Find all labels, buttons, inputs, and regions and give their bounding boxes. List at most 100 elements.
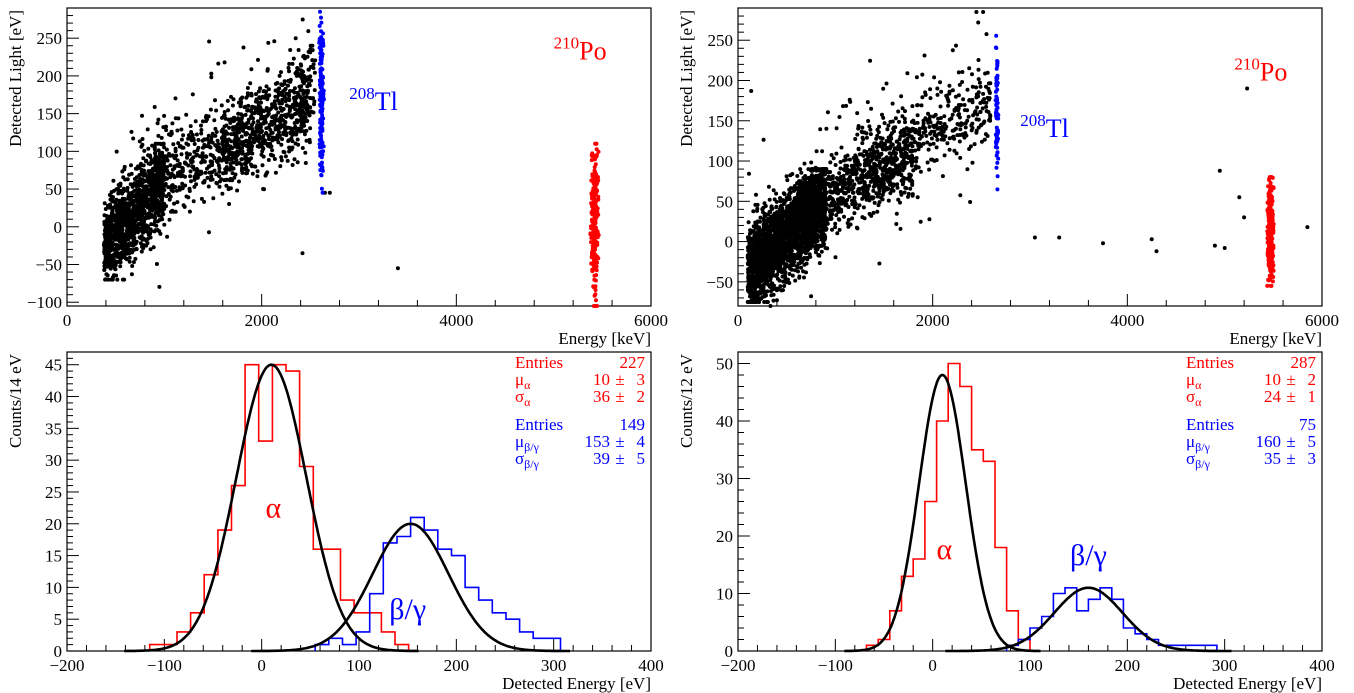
- scatter-point: [312, 70, 317, 75]
- isotope-mass: 210: [554, 33, 580, 52]
- po210-point: [593, 162, 598, 167]
- scatter-point: [298, 62, 303, 67]
- scatter-point: [757, 263, 762, 268]
- scatter-point: [782, 284, 787, 288]
- scatter-point: [153, 154, 158, 159]
- scatter-point: [164, 147, 169, 152]
- scatter-point: [173, 156, 177, 161]
- scatter-point: [755, 273, 760, 278]
- scatter-point: [299, 103, 304, 108]
- scatter-point: [217, 149, 222, 154]
- scatter-point: [112, 188, 116, 193]
- scatter-point: [755, 206, 760, 211]
- scatter-point: [140, 214, 145, 219]
- scatter-point: [177, 161, 182, 166]
- scatter-point: [272, 102, 276, 107]
- scatter-point: [105, 273, 110, 278]
- scatter-point: [260, 163, 265, 168]
- po210-point: [589, 191, 594, 196]
- scatter-point: [181, 133, 186, 138]
- po210-point: [591, 241, 596, 246]
- scatter-point: [110, 206, 115, 211]
- scatter-point: [762, 219, 767, 224]
- scatter-point: [313, 58, 318, 63]
- scatter-point: [184, 161, 188, 166]
- scatter-point: [248, 81, 253, 86]
- scatter-point: [226, 187, 231, 192]
- scatter-point: [285, 158, 290, 163]
- scatter-point: [251, 139, 256, 144]
- scatter-point: [241, 45, 246, 50]
- scatter-point: [132, 238, 137, 243]
- scatter-point: [200, 153, 205, 158]
- scatter-point: [229, 165, 234, 170]
- scatter-point: [763, 253, 768, 258]
- scatter-point: [305, 107, 310, 112]
- scatter-point: [765, 272, 770, 277]
- po210-point: [595, 206, 600, 211]
- scatter-point: [175, 173, 180, 178]
- tl208-point: [321, 41, 326, 45]
- scatter-point: [210, 170, 215, 175]
- po210-point: [595, 304, 599, 308]
- scatter-point: [782, 192, 787, 197]
- scatter-point: [161, 201, 166, 206]
- scatter-point: [204, 119, 208, 124]
- scatter-point: [771, 273, 776, 277]
- scatter-point: [169, 171, 174, 176]
- scatter-point: [227, 125, 232, 130]
- scatter-point: [774, 204, 779, 209]
- scatter-point: [185, 155, 189, 160]
- scatter-point: [159, 214, 164, 219]
- scatter-point: [159, 153, 164, 158]
- scatter-point: [261, 135, 265, 140]
- scatter-point: [127, 259, 132, 264]
- scatter-point: [799, 260, 804, 264]
- scatter-point: [781, 279, 786, 284]
- scatter-point: [136, 164, 140, 169]
- scatter-point: [129, 247, 133, 252]
- scatter-point: [229, 94, 233, 99]
- scatter-point: [132, 210, 137, 215]
- scatter-point: [192, 184, 197, 189]
- scatter-point: [173, 146, 178, 151]
- scatter-point: [113, 267, 118, 272]
- scatter-point: [108, 231, 113, 236]
- scatter-point: [115, 223, 120, 228]
- tl208-point: [319, 61, 324, 66]
- scatter-point: [310, 43, 315, 48]
- scatter-point: [785, 218, 790, 223]
- scatter-point: [164, 176, 169, 181]
- scatter-point: [235, 188, 240, 193]
- scatter-point: [261, 146, 266, 151]
- scatter-point: [295, 137, 300, 142]
- scatter-point: [166, 192, 171, 196]
- scatter-point: [191, 199, 196, 204]
- scatter-point: [781, 254, 786, 259]
- scatter-point: [171, 142, 176, 147]
- scatter-point: [114, 227, 118, 232]
- scatter-point: [141, 192, 146, 197]
- scatter-point: [259, 100, 263, 105]
- scatter-point: [212, 156, 217, 161]
- scatter-point: [270, 115, 275, 120]
- scatter-point: [139, 249, 144, 254]
- scatter-point: [279, 155, 284, 160]
- po210-point: [591, 206, 596, 211]
- scatter-point: [103, 251, 108, 256]
- scatter-point: [111, 178, 116, 183]
- scatter-point: [219, 103, 224, 108]
- scatter-point: [169, 129, 174, 134]
- tl208-point: [319, 78, 324, 83]
- scatter-point: [781, 198, 786, 203]
- scatter-point: [764, 263, 769, 267]
- scatter-point: [761, 205, 766, 210]
- scatter-point: [278, 125, 283, 130]
- scatter-point: [246, 148, 251, 153]
- scatter-point: [129, 163, 133, 168]
- scatter-point: [240, 170, 245, 175]
- scatter-point: [103, 207, 108, 211]
- scatter-point: [239, 121, 244, 125]
- scatter-point: [239, 100, 244, 105]
- y-tick-label: 150: [37, 105, 63, 124]
